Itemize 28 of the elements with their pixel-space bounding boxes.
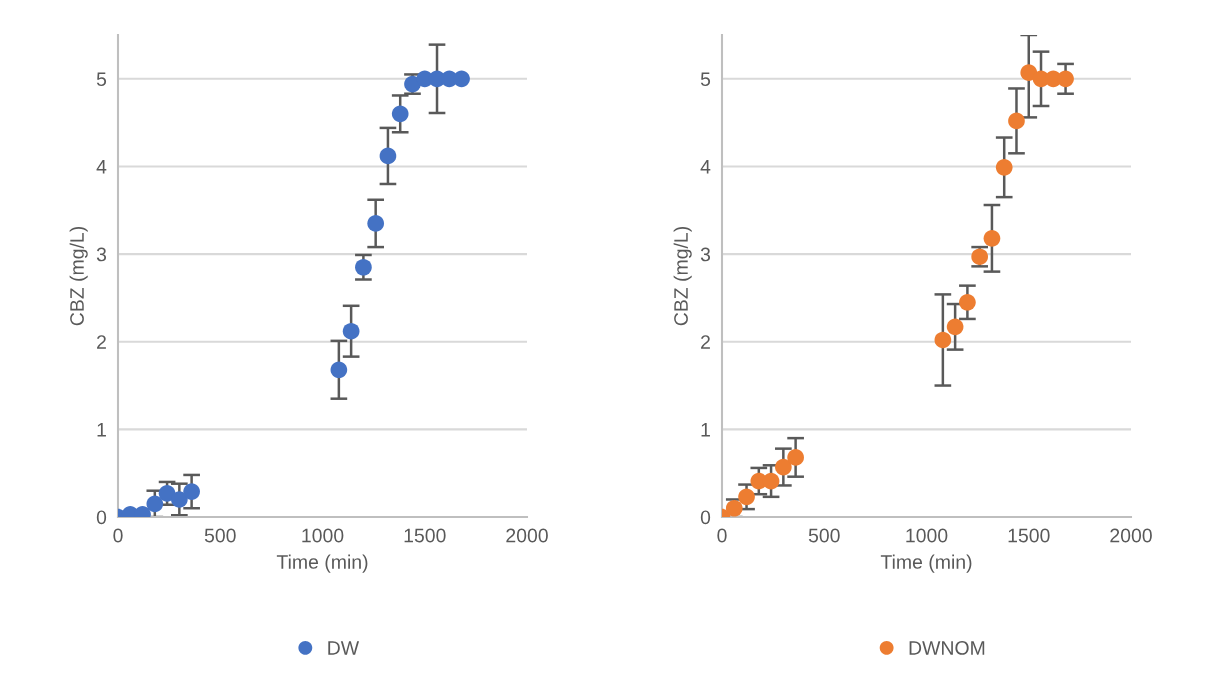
legend-label: DWNOM <box>909 641 985 655</box>
y-tick-label: 5 <box>700 72 711 87</box>
x-tick-label: 0 <box>113 528 123 543</box>
y-tick-label: 4 <box>96 160 107 174</box>
y-tick-label: 1 <box>701 423 710 437</box>
x-tick-label: 1500 <box>1008 528 1050 543</box>
y-axis-title: CBZ (mg/L) <box>69 226 88 326</box>
x-tick-label: 500 <box>808 528 840 543</box>
y-tick-label: 5 <box>96 72 107 87</box>
x-axis-title: Time (min) <box>276 554 368 573</box>
legend-label: DW <box>328 641 360 655</box>
x-tick-label: 2000 <box>506 528 548 543</box>
x-tick-label: 500 <box>204 528 236 543</box>
y-tick-label: 2 <box>97 335 106 349</box>
y-axis-title: CBZ (mg/L) <box>673 226 692 326</box>
x-tick-label: 1000 <box>302 528 344 543</box>
y-tick-label: 1 <box>97 423 106 437</box>
y-tick-label: 0 <box>96 510 107 525</box>
y-tick-label: 2 <box>701 335 710 349</box>
x-tick-label: 2000 <box>1110 528 1152 543</box>
y-tick-label: 0 <box>700 510 711 525</box>
y-tick-label: 3 <box>700 247 711 262</box>
x-axis-title: Time (min) <box>880 554 972 573</box>
x-tick-label: 0 <box>717 528 727 543</box>
x-tick-label: 1000 <box>906 528 948 543</box>
y-tick-label: 3 <box>96 247 107 262</box>
x-tick-label: 1500 <box>404 528 446 543</box>
y-tick-label: 4 <box>700 160 711 174</box>
